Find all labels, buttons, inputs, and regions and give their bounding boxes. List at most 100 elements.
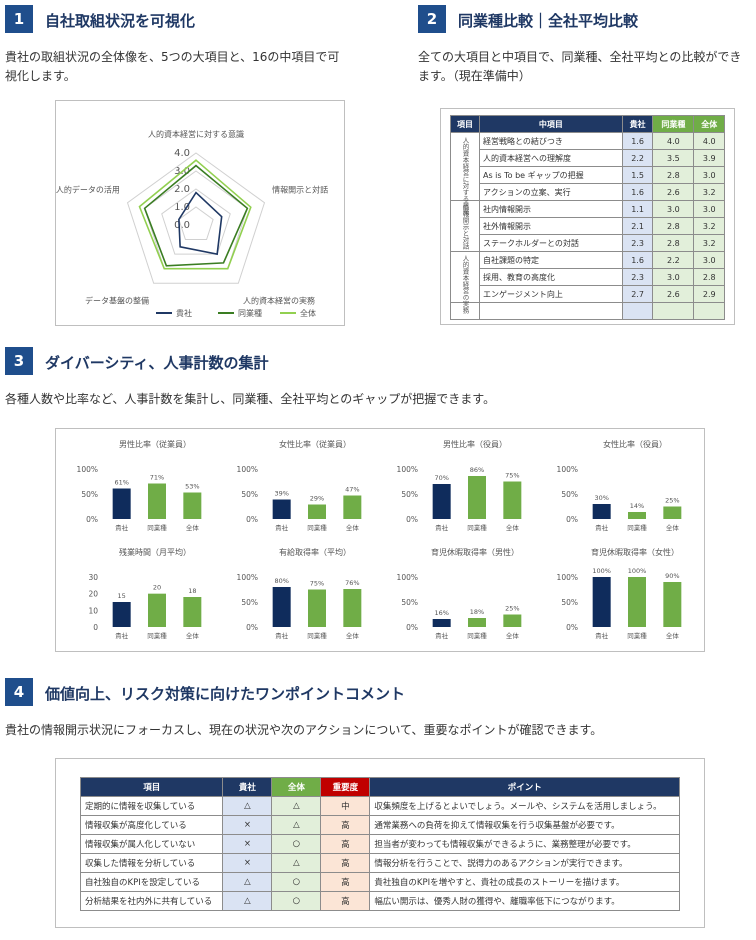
table-cell: △ [271, 796, 322, 816]
radar-panel: 0.0 1.0 2.0 3.0 4.0 人的資本経営に対する意識 情報開示と対話 人的資本経営… [55, 100, 345, 326]
y-tick-label: 0% [406, 515, 418, 524]
value-label: 16% [434, 609, 448, 617]
y-tick-label: 50% [561, 598, 578, 607]
table-cell: 収集した情報を分析している [79, 853, 224, 873]
table-cell: 高 [320, 815, 371, 835]
table-row: 人的資本経営への理解度 2.2 3.5 3.9 [451, 149, 725, 167]
header-cell: 重要度 [320, 777, 371, 797]
table-cell: ○ [271, 891, 322, 911]
header-cell: 貴社 [222, 777, 273, 797]
value-label: 29% [310, 495, 324, 503]
table-cell: 3.2 [693, 234, 725, 252]
table-cell: 2.3 [621, 268, 654, 286]
bar [183, 597, 202, 627]
table-cell: ○ [271, 872, 322, 892]
bar [432, 619, 451, 627]
empty-cell [621, 302, 654, 320]
table-row: 人的資本経営に対する意識 経営戦略との結びつき 1.6 4.0 4.0 [450, 132, 725, 215]
bar [592, 577, 611, 627]
table-cell: 1.6 [621, 251, 654, 269]
empty-cell [652, 302, 695, 320]
x-tick-label: 同業種 [307, 631, 327, 640]
table-cell: 定期的に情報を収集している [79, 796, 224, 816]
bar [183, 492, 202, 519]
value-label: 71% [150, 474, 164, 482]
x-tick-label: 貴社 [275, 631, 289, 640]
bar [148, 593, 166, 627]
group-label: 人的資本経営に対する意識 [461, 136, 469, 215]
bar [343, 589, 362, 627]
value-label: 75% [310, 580, 324, 588]
value-label: 76% [345, 579, 359, 587]
y-tick-label: 100% [397, 465, 418, 474]
radar-line [143, 164, 249, 267]
axis-label: 情報開示と対話 [272, 184, 328, 194]
table-cell: 採用、教育の高度化 [479, 268, 623, 286]
bar-chart: 男性比率（従業員） 0% 50% 100% 61% 貴社 71% 同業種 53% 全体 [77, 439, 202, 532]
table-row: 情報開示と対話 社内情報開示 1.1 3.0 3.0 [450, 200, 725, 252]
grid-line [126, 152, 266, 284]
table-cell: 高 [320, 872, 371, 892]
x-tick-label: 同業種 [467, 631, 487, 640]
bar-chart: 男性比率（役員） 0% 50% 100% 70% 貴社 86% 同業種 75% 全体 [397, 439, 522, 532]
table-cell: 4.0 [652, 132, 695, 150]
group-cell: 情報開示と対話 [450, 200, 480, 252]
bar [432, 484, 451, 519]
value-label: 20 [153, 584, 161, 592]
y-tick-label: 0% [566, 515, 578, 524]
bar [628, 512, 646, 519]
value-label: 25% [505, 605, 519, 613]
chart-title: 育児休暇取得率（男性） [431, 547, 519, 557]
y-tick-label: 100% [397, 573, 418, 582]
table-cell: 2.8 [652, 234, 695, 252]
y-tick-label: 10 [88, 606, 98, 615]
tick-label: 0.0 [174, 220, 190, 231]
x-tick-label: 全体 [506, 631, 520, 640]
y-tick-label: 0% [566, 623, 578, 632]
comment-table: 項目 貴社 全体 重要度 ポイント 定期的に情報を収集している △ △ 中収集頻度を上げるとよい… [79, 777, 680, 911]
value-label: 53% [185, 483, 199, 491]
section-description: 各種人数や比率など、人事計数を集計し、同業種、全社平均とのギャップが把握できます… [5, 392, 496, 406]
section-description: 貴社の取組状況の全体像を、5つの大項目と、16の中項目で可視化します。 [5, 50, 340, 83]
header-cell: 項目 [79, 777, 224, 797]
chart-title: 女性比率（従業員） [279, 439, 351, 449]
table-row: 人的資本経営の実務 自社課題の特定 1.6 2.2 3.0 [450, 251, 725, 314]
bar-chart: 育児休暇取得率（女性） 0% 50% 100% 100% 貴社 100% 同業種 90% 全体 [557, 547, 682, 640]
section-title: 自社取組状況を可視化 [45, 12, 196, 30]
table-cell: 担当者が変わっても情報収集ができるように、業務整理が必要です。 [369, 834, 680, 854]
table-row: 採用、教育の高度化 2.3 3.0 2.8 [451, 268, 725, 286]
y-tick-label: 0% [246, 623, 258, 632]
x-tick-label: 貴社 [435, 523, 449, 532]
bar [343, 495, 362, 519]
y-tick-label: 100% [237, 573, 258, 582]
header-cell: 全体 [693, 115, 725, 133]
group-cell: 人的資本経営に対する意識 [450, 132, 480, 215]
table-row: アクションの立案、実行 1.6 2.6 3.2 [451, 183, 725, 201]
table-cell: 2.1 [621, 217, 654, 235]
table-cell: エンゲージメント向上 [479, 285, 623, 303]
value-label: 90% [665, 572, 679, 580]
table-cell: 2.6 [652, 183, 695, 201]
table-cell: 3.2 [693, 183, 725, 201]
table-row: As is To be ギャップの把握 1.5 2.8 3.0 [451, 166, 725, 184]
diversity-panel: 男性比率（従業員） 0% 50% 100% 61% 貴社 71% 同業種 53% 全体 女性比率（従… [55, 428, 705, 652]
x-tick-label: 同業種 [627, 523, 647, 532]
value-label: 100% [628, 567, 647, 575]
grid-line [178, 206, 214, 241]
value-label: 47% [345, 486, 359, 494]
x-tick-label: 貴社 [595, 631, 609, 640]
chart-title: 男性比率（従業員） [119, 439, 191, 449]
section-title: 同業種比較｜全社平均比較 [458, 12, 639, 30]
table-cell: 情報収集が高度化している [79, 815, 224, 835]
y-tick-label: 0% [246, 515, 258, 524]
table-cell: 高 [320, 891, 371, 911]
legend-label: 同業種 [238, 308, 262, 318]
comparison-table: 項目 中項目 貴社 同業種 全体 人的資本経営に対する意識 経営戦略との結びつき 1.6 4.0… [450, 115, 725, 320]
table-cell: 3.0 [652, 200, 695, 218]
table-cell: 社外情報開示 [479, 217, 623, 235]
table-cell: ステークホルダーとの対話 [479, 234, 623, 252]
table-cell: 社内情報開示 [479, 200, 623, 218]
section-number: 1 [5, 5, 33, 33]
comparison-panel: 項目 中項目 貴社 同業種 全体 人的資本経営に対する意識 経営戦略との結びつき 1.6 4.0… [440, 108, 735, 325]
x-tick-label: 全体 [346, 523, 360, 532]
